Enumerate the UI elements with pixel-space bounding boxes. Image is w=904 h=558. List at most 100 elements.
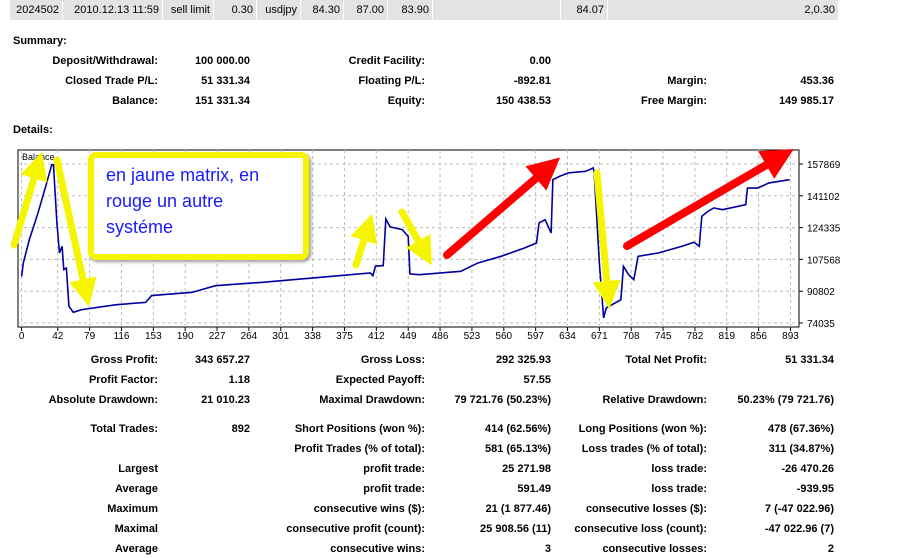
stat-value: 79 721.76 (50.23%)	[454, 394, 551, 406]
y-tick-label: 141102	[807, 192, 840, 203]
x-tick-label: 634	[559, 331, 576, 342]
stat-value: -26 470.26	[781, 463, 834, 475]
stats-row: Maximal consecutive profit (count): 25 908…	[0, 521, 904, 537]
stat-value: 892	[231, 423, 250, 435]
x-tick-label: 190	[177, 331, 194, 342]
stat-label: Absolute Drawdown:	[48, 394, 158, 406]
stat-label: Largest	[118, 463, 158, 475]
x-tick-label: 42	[52, 331, 64, 342]
stats-row: Average profit trade: 591.49 loss trade: -93…	[0, 481, 904, 497]
balance-line	[20, 163, 790, 319]
yellow-arrow	[53, 156, 97, 307]
stat-value: 21 010.23	[201, 394, 250, 406]
x-tick-label: 449	[400, 331, 417, 342]
stats-row: Total Trades: 892 Short Positions (won %):…	[0, 421, 904, 437]
stat-label: Expected Payoff:	[335, 374, 425, 386]
stat-value: 151 331.34	[194, 95, 250, 107]
stat-label: Total Net Profit:	[625, 354, 707, 366]
y-tick-label: 107568	[807, 255, 841, 266]
stat-label: consecutive profit (count):	[286, 523, 425, 535]
yellow-arrow	[350, 213, 378, 269]
stat-label: Profit Trades (% of total):	[294, 443, 425, 455]
stat-value: 1.18	[228, 374, 250, 386]
stat-value: 25 271.98	[502, 463, 551, 475]
order-price: 84.30	[301, 0, 344, 20]
stat-label: Long Positions (won %):	[578, 423, 707, 435]
x-tick-label: 560	[495, 331, 512, 342]
red-arrow	[443, 157, 561, 259]
x-tick-label: 856	[750, 331, 767, 342]
stat-label: Loss trades (% of total):	[581, 443, 707, 455]
x-tick-label: 671	[591, 331, 608, 342]
stat-label: Floating P/L:	[358, 75, 425, 87]
x-tick-label: 375	[336, 331, 353, 342]
annotation-arrows	[10, 148, 794, 309]
stat-label: Total Trades:	[90, 423, 158, 435]
stats-row: Balance: 151 331.34 Equity: 150 438.53 Free …	[0, 93, 904, 109]
order-tp: 83.90	[388, 0, 433, 20]
stat-label: Short Positions (won %):	[294, 423, 425, 435]
yellow-arrow	[592, 169, 621, 309]
stat-value: 150 438.53	[495, 95, 551, 107]
x-tick-label: 338	[304, 331, 321, 342]
annotation-callout: en jaune matrix, en rouge un autre systé…	[88, 152, 309, 260]
order-symbol: usdjpy	[257, 0, 301, 20]
x-tick-label: 745	[655, 331, 672, 342]
x-tick-label: 153	[145, 331, 162, 342]
stat-value: -892.81	[513, 75, 551, 87]
order-comment: 2,0.30	[608, 0, 839, 20]
stat-value: 3	[544, 543, 551, 555]
x-tick-label: 819	[718, 331, 735, 342]
stats-row: Profit Factor: 1.18 Expected Payoff: 57.55	[0, 372, 904, 388]
details-title: Details:	[13, 124, 53, 136]
stat-label: Equity:	[387, 95, 425, 107]
order-time: 2010.12.13 11:59	[63, 0, 163, 20]
stat-label: Relative Drawdown:	[602, 394, 707, 406]
stat-value: 51 331.34	[785, 354, 834, 366]
stat-label: Maximal	[114, 523, 158, 535]
stat-value: 478 (67.36%)	[767, 423, 834, 435]
stat-value: 7 (-47 022.96)	[764, 503, 834, 515]
order-size: 0.30	[214, 0, 257, 20]
stat-label: consecutive losses ($):	[585, 503, 707, 515]
x-tick-label: 116	[114, 331, 130, 342]
stat-label: profit trade:	[363, 483, 425, 495]
x-tick-label: 782	[687, 331, 704, 342]
stat-label: Maximal Drawdown:	[319, 394, 425, 406]
stat-value: 453.36	[800, 75, 834, 87]
stat-value: 311 (34.87%)	[768, 443, 834, 455]
order-sl: 87.00	[344, 0, 388, 20]
order-ticket: 2024502	[10, 0, 63, 20]
stat-label: loss trade:	[651, 463, 707, 475]
stats-row: Gross Profit: 343 657.27 Gross Loss: 292 32…	[0, 352, 904, 368]
stat-value: 581 (65.13%)	[484, 443, 551, 455]
stat-value: 343 657.27	[194, 354, 250, 366]
x-tick-label: 486	[432, 331, 449, 342]
stat-label: Free Margin:	[640, 95, 707, 107]
stat-value: 21 (1 877.46)	[485, 503, 551, 515]
stat-value: 25 908.56 (11)	[480, 523, 551, 535]
stat-label: consecutive loss (count):	[574, 523, 707, 535]
x-tick-label: 523	[464, 331, 481, 342]
stat-label: consecutive wins ($):	[313, 503, 425, 515]
x-tick-label: 893	[782, 331, 799, 342]
stats-row: Deposit/Withdrawal: 100 000.00 Credit Faci…	[0, 53, 904, 69]
red-arrow	[623, 148, 794, 250]
stat-label: consecutive wins:	[330, 543, 425, 555]
stat-label: Profit Factor:	[88, 374, 158, 386]
stat-value: 50.23% (79 721.76)	[737, 394, 834, 406]
annotation-line: rouge un autre	[106, 191, 224, 211]
stats-row: Maximum consecutive wins ($): 21 (1 877.46…	[0, 501, 904, 517]
stat-label: Closed Trade P/L:	[65, 75, 158, 87]
stat-label: Credit Facility:	[348, 55, 425, 67]
stat-label: Gross Profit:	[90, 354, 158, 366]
x-tick-label: 597	[527, 331, 544, 342]
stat-label: Maximum	[107, 503, 158, 515]
annotation-line: systéme	[106, 217, 174, 237]
stat-label: Margin:	[667, 75, 707, 87]
stat-value: 2	[827, 543, 834, 555]
stat-value: 57.55	[523, 374, 551, 386]
stat-label: Average	[114, 483, 158, 495]
order-row[interactable]: 2024502 2010.12.13 11:59 sell limit 0.30…	[10, 0, 839, 20]
stat-value: 0.00	[529, 55, 551, 67]
